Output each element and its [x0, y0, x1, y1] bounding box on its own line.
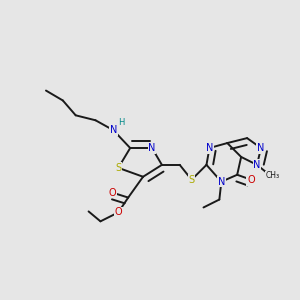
Text: H: H: [118, 118, 124, 127]
Text: CH₃: CH₃: [266, 171, 280, 180]
Text: S: S: [115, 163, 122, 173]
Text: O: O: [247, 175, 255, 185]
Text: N: N: [257, 143, 265, 153]
Text: N: N: [206, 143, 213, 153]
Text: N: N: [110, 125, 117, 135]
Text: N: N: [148, 143, 156, 153]
Text: O: O: [115, 207, 122, 218]
Text: O: O: [109, 188, 116, 198]
Text: N: N: [253, 160, 261, 170]
Text: S: S: [188, 175, 195, 185]
Text: N: N: [218, 177, 225, 187]
